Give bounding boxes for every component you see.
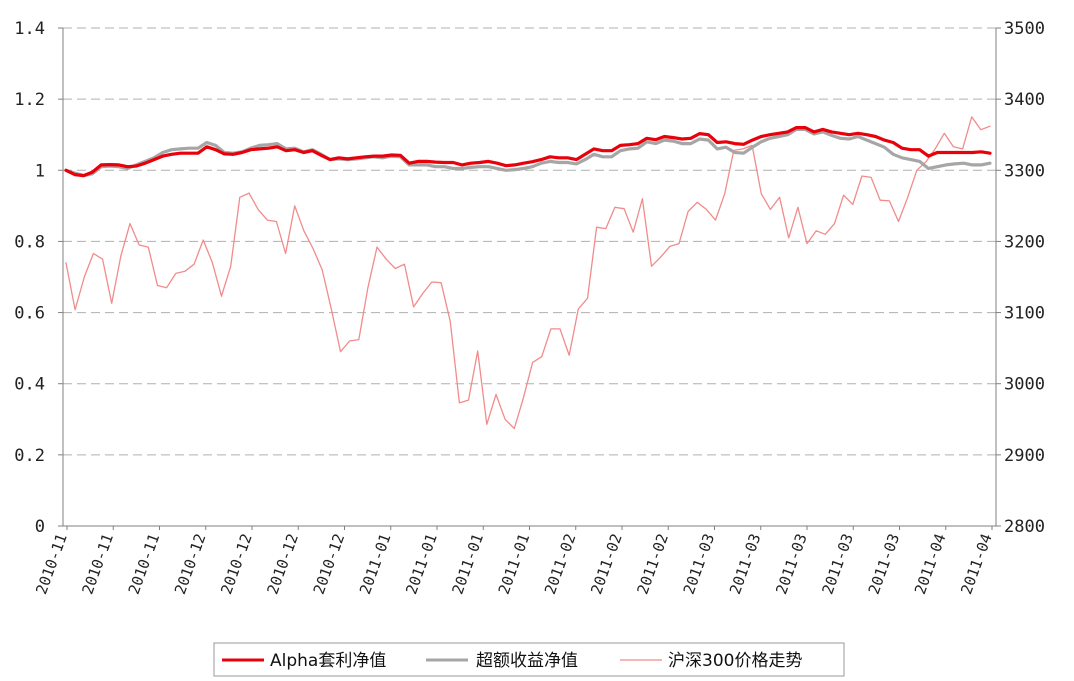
right-tick-label: 2900 [1004,446,1045,466]
x-tick-label: 2010-12 [217,531,256,597]
x-tick-label: 2011-01 [402,531,441,597]
right-tick-label: 3000 [1004,375,1045,395]
hs300-price-line [65,116,991,430]
axes [62,28,997,527]
x-tick-label: 2011-01 [448,531,487,597]
x-tick-label: 2010-12 [171,531,210,597]
x-tick-label: 2010-11 [78,531,117,597]
x-tick-label: 2010-12 [310,531,349,597]
x-tick-label: 2011-03 [680,531,719,597]
alpha-nav-line [64,125,992,178]
x-tick-label: 2010-12 [263,531,302,597]
x-tick-label: 2011-02 [587,531,626,597]
right-tick-label: 3500 [1004,19,1045,39]
legend-box [213,642,845,677]
legend-label-excess: 超额收益净值 [476,651,578,671]
right-tick-label: 3300 [1004,161,1045,181]
legend-label-alpha: Alpha套利净值 [270,651,386,671]
left-tick-label: 1 [35,161,45,181]
left-tick-label: 1.4 [14,19,45,39]
left-axis-ticks: 0 0.2 0.4 0.6 0.8 1 1.2 1.4 [14,19,63,537]
legend: Alpha套利净值 超额收益净值 沪深300价格走势 [213,642,845,677]
x-tick-label: 2011-03 [772,531,811,597]
left-tick-label: 1.2 [14,90,45,110]
legend-label-hs300: 沪深300价格走势 [668,651,802,671]
right-tick-label: 2800 [1004,517,1045,537]
right-tick-label: 3400 [1004,90,1045,110]
left-tick-label: 0.8 [14,232,45,252]
x-tick-label: 2011-04 [957,531,996,597]
x-tick-label: 2010-11 [125,531,164,597]
x-tick-label: 2011-02 [541,531,580,597]
right-tick-label: 3200 [1004,232,1045,252]
x-tick-label: 2011-01 [356,531,395,597]
x-tick-label: 2011-01 [495,531,534,597]
left-tick-label: 0.2 [14,446,45,466]
x-tick-label: 2011-03 [818,531,857,597]
x-tick-label: 2011-04 [911,531,950,597]
left-tick-label: 0.4 [14,375,45,395]
right-tick-label: 3100 [1004,304,1045,324]
left-tick-label: 0 [35,517,45,537]
left-tick-label: 0.6 [14,304,45,324]
x-tick-label: 2011-03 [865,531,904,597]
x-tick-label: 2011-02 [633,531,672,597]
x-axis-ticks: 2010-11 2010-11 2010-11 2010-12 2010-12 2010-… [32,526,996,597]
grid [63,27,996,456]
x-tick-label: 2011-03 [726,531,765,597]
right-axis-ticks: 2800 2900 3000 3100 3200 3300 3400 3500 [996,19,1045,537]
series-lines [64,116,992,430]
excess-return-nav-line [64,127,992,178]
x-tick-label: 2010-11 [32,531,71,597]
